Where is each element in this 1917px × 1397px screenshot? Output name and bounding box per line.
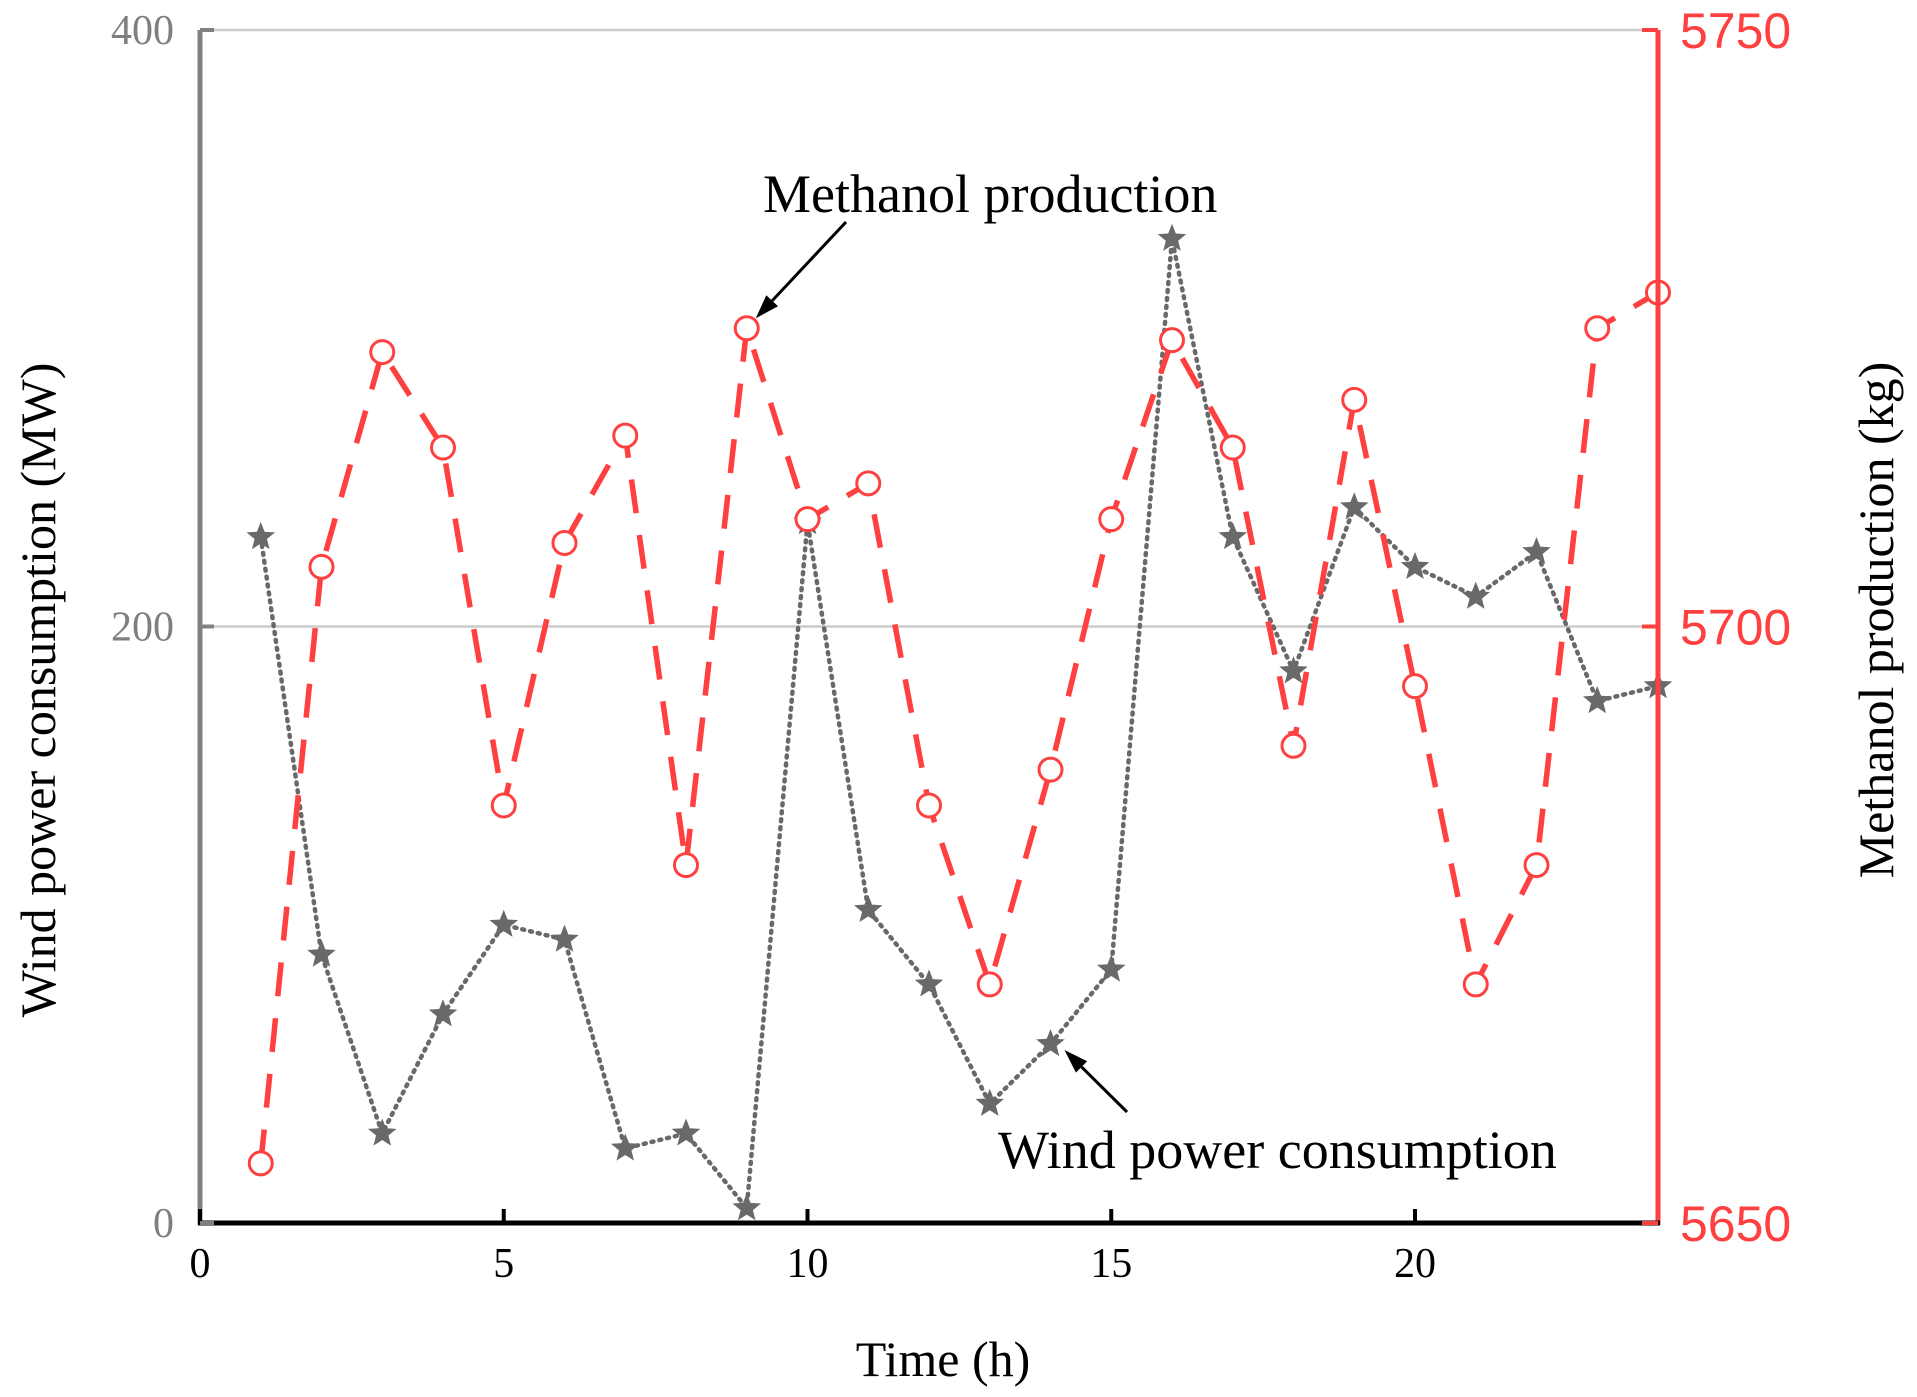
methanol-point	[247, 1150, 274, 1177]
wind-point	[307, 939, 336, 967]
annotations: Methanol production Wind power consumptio…	[755, 164, 1557, 1180]
wind-point	[1036, 1029, 1065, 1057]
methanol-point	[1280, 732, 1307, 759]
x-tick-label: 15	[1090, 1241, 1132, 1287]
methanol-point	[916, 792, 942, 819]
wind-point	[1096, 954, 1126, 982]
wind-point	[732, 1193, 762, 1221]
methanol-point	[794, 506, 821, 533]
x-tick-label: 5	[493, 1241, 514, 1287]
annotation-wind-arrow	[1064, 1050, 1129, 1114]
wind-point	[489, 909, 519, 937]
arrow-head	[755, 295, 779, 319]
wind-point	[367, 1118, 397, 1146]
methanol-point	[1098, 506, 1125, 533]
series-layer	[246, 223, 1673, 1221]
wind-point	[853, 894, 883, 922]
wind-point	[1400, 551, 1430, 579]
arrow-shaft	[1080, 1065, 1129, 1114]
methanol-point	[976, 971, 1003, 998]
methanol-point	[1159, 327, 1185, 354]
wind-point	[975, 1088, 1005, 1116]
x-tick-label: 20	[1394, 1241, 1436, 1287]
wind-point	[1522, 536, 1551, 565]
methanol-point	[1037, 756, 1064, 783]
series-methanol-production	[247, 279, 1671, 1177]
y-tick-left-label: 200	[111, 605, 174, 651]
wind-point	[1279, 656, 1308, 684]
y-tick-right-label: 5700	[1680, 600, 1791, 656]
methanol-point	[673, 852, 699, 879]
methanol-point	[490, 792, 517, 819]
wind-point	[671, 1118, 701, 1146]
wind-point	[1218, 522, 1248, 550]
y-tick-left-label: 0	[153, 1201, 174, 1247]
wind-point	[914, 969, 944, 997]
grid-lines	[200, 28, 1658, 628]
arrow-shaft	[771, 220, 848, 302]
y-tick-right-label: 5750	[1680, 3, 1791, 59]
x-tick-label: 0	[190, 1241, 211, 1287]
annotation-methanol-label: Methanol production	[763, 164, 1217, 224]
methanol-point	[1402, 673, 1428, 700]
wind-point	[1582, 686, 1612, 714]
x-tick-label: 10	[787, 1241, 829, 1287]
y-axis-right-label: Methanol production (kg)	[1848, 362, 1904, 879]
y-tick-right-label: 5650	[1680, 1196, 1791, 1252]
wind-point	[246, 522, 276, 550]
methanol-point	[1523, 852, 1550, 879]
methanol-point	[855, 470, 882, 497]
wind-point	[1339, 492, 1369, 520]
wind-line	[258, 238, 1661, 1214]
methanol-point	[551, 529, 578, 556]
annotation-methanol-arrow	[755, 220, 848, 319]
series-wind-power-consumption	[246, 223, 1673, 1221]
arrow-head	[1064, 1050, 1088, 1073]
y-tick-left-label: 400	[111, 8, 174, 54]
wind-point	[1157, 223, 1187, 251]
wind-point	[610, 1133, 640, 1161]
methanol-point	[369, 339, 396, 366]
wind-point	[550, 924, 579, 952]
methanol-point	[308, 553, 335, 580]
methanol-point	[1462, 971, 1489, 998]
methanol-point	[1341, 386, 1368, 413]
methanol-point	[733, 315, 760, 342]
methanol-point	[1219, 434, 1246, 461]
annotation-wind-label: Wind power consumption	[998, 1120, 1557, 1180]
methanol-point	[430, 434, 456, 461]
wind-point	[1461, 581, 1491, 609]
methanol-point	[612, 422, 639, 449]
methanol-point	[1584, 315, 1611, 342]
methanol-line	[258, 290, 1660, 1164]
wind-point	[428, 999, 458, 1027]
y-axis-left-label: Wind power consumption (MW)	[10, 363, 66, 1018]
x-axis-label: Time (h)	[856, 1331, 1031, 1387]
